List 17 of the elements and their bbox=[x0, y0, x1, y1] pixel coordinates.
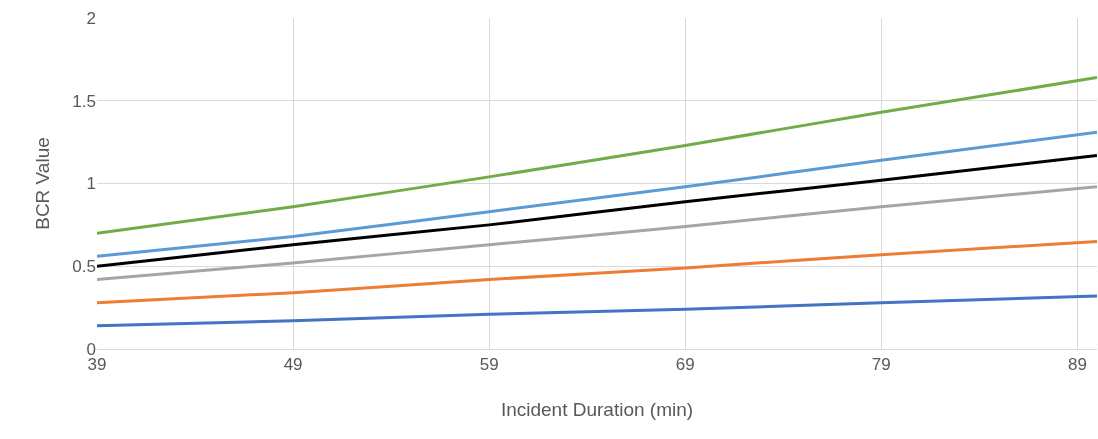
line-series bbox=[97, 76, 1097, 235]
line-series bbox=[97, 239, 1097, 305]
y-tick-label: 0.5 bbox=[72, 257, 96, 277]
x-tick-label: 49 bbox=[283, 355, 303, 375]
y-axis-title: BCR Value bbox=[32, 137, 53, 230]
y-tick-label: 1.5 bbox=[72, 91, 96, 111]
y-tick-label: 1 bbox=[86, 174, 96, 194]
line-series bbox=[97, 153, 1097, 268]
x-axis-title: Incident Duration (min) bbox=[500, 399, 694, 420]
x-tick-label: 79 bbox=[871, 355, 891, 375]
x-tick-label: 69 bbox=[675, 355, 695, 375]
x-tick-label: 59 bbox=[479, 355, 499, 375]
line-series bbox=[97, 185, 1097, 281]
x-tick-label: 89 bbox=[1067, 355, 1087, 375]
line-series bbox=[97, 130, 1097, 258]
y-tick-label: 2 bbox=[86, 8, 96, 28]
line-series bbox=[97, 294, 1097, 328]
